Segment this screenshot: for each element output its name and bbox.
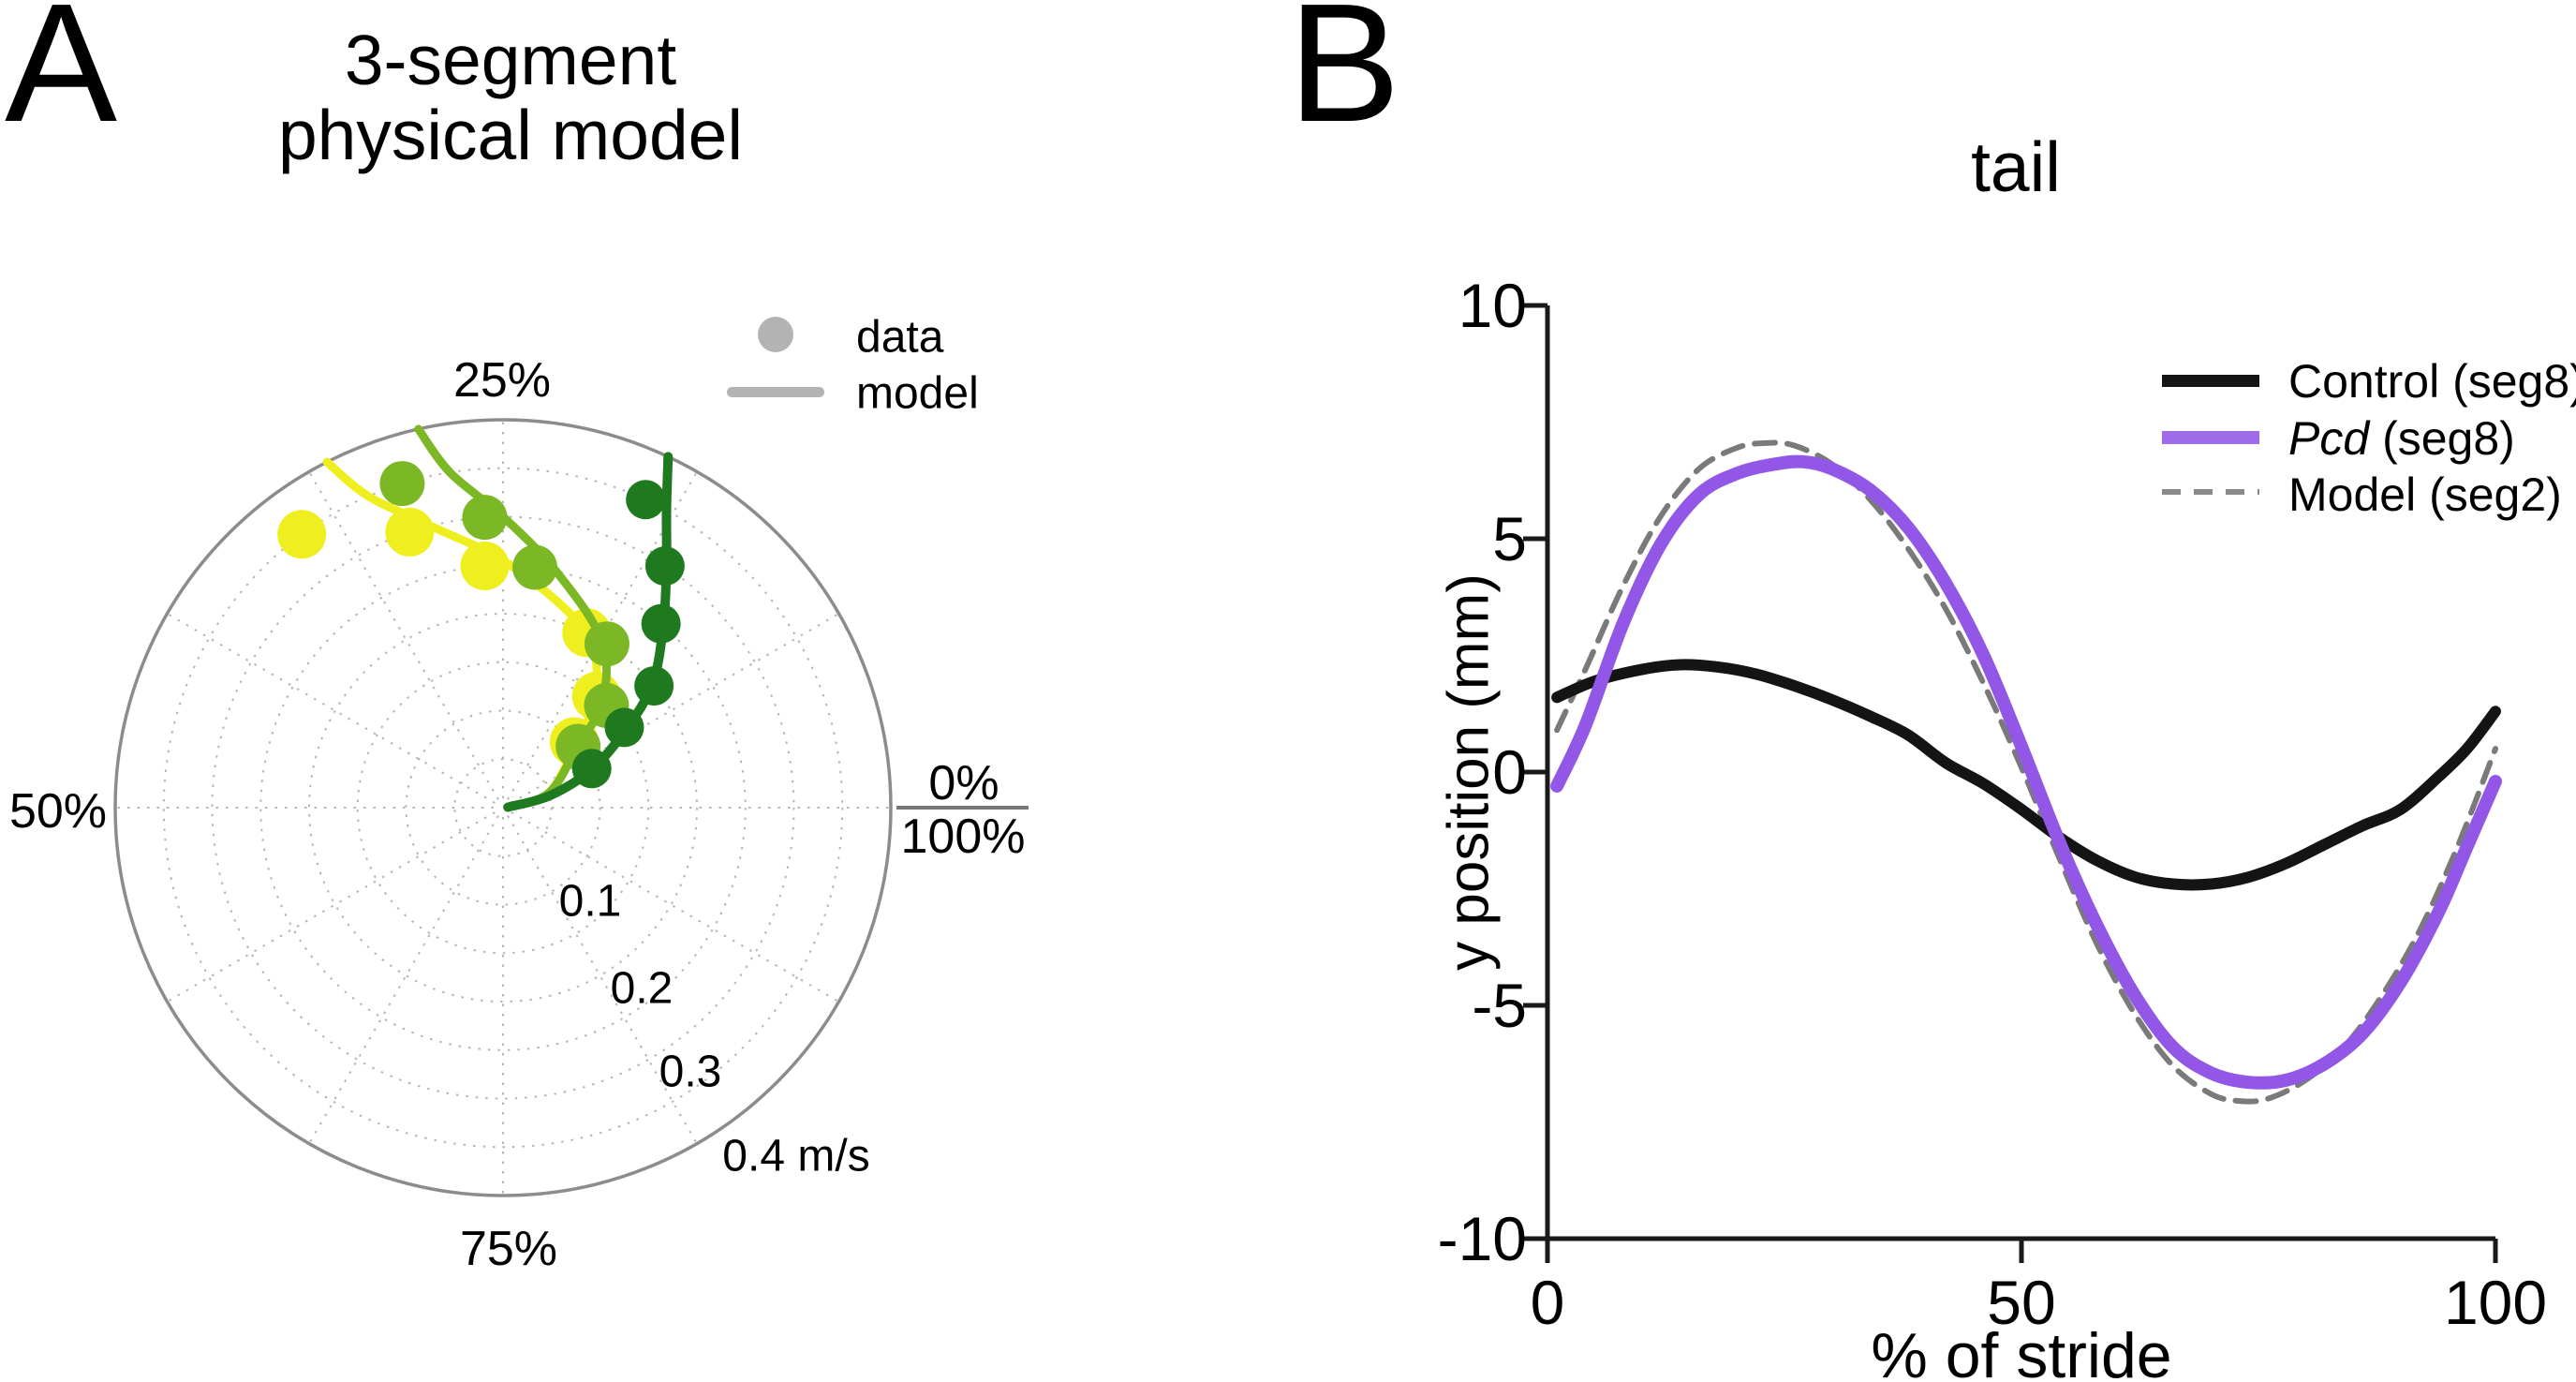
legend-b-control-line-swatch bbox=[2162, 375, 2259, 387]
polar-grid-ring bbox=[211, 515, 795, 1100]
legend-b-model-label: Model (seg2) bbox=[2288, 468, 2562, 521]
panel-b-title: tail bbox=[1971, 127, 2061, 206]
polar-outer-circle bbox=[113, 418, 893, 1197]
polar-grid-ring bbox=[308, 613, 698, 1003]
polar-radial-label-02: 0.2 bbox=[610, 963, 674, 1014]
panel-b-curve-model bbox=[1554, 439, 2498, 1105]
panel-a-letter: A bbox=[5, 0, 118, 157]
polar-data-dot-dark-green bbox=[626, 480, 666, 520]
panel-a-title-line1: 3-segment bbox=[344, 21, 677, 99]
panel-b-ytick-10: 10 bbox=[1458, 271, 1527, 340]
legend-a-model-label: model bbox=[856, 368, 979, 419]
polar-angle-label-25: 25% bbox=[452, 353, 552, 408]
panel-b-ytick-0: 0 bbox=[1492, 737, 1527, 807]
polar-data-dot-yellow bbox=[277, 510, 327, 559]
panel-b-curve-pcd bbox=[1550, 454, 2502, 1090]
polar-grid-ring bbox=[162, 467, 844, 1149]
polar-angle-label-75: 75% bbox=[459, 1222, 558, 1276]
polar-angle-label-0: 0% bbox=[928, 756, 999, 810]
polar-model-line-dark-green bbox=[503, 452, 674, 812]
legend-a-data-dot-swatch bbox=[758, 317, 793, 352]
legend-b-control-label: Control (seg8) bbox=[2288, 355, 2576, 408]
polar-radial-label-01: 0.1 bbox=[558, 876, 622, 927]
legend-b-pcd-line-swatch bbox=[2162, 431, 2259, 444]
polar-grid-spoke bbox=[308, 815, 499, 1145]
panel-b-curve-control bbox=[1551, 659, 2501, 891]
panel-b-xtick-100: 100 bbox=[2443, 1268, 2548, 1337]
legend-b-pcd-label-rest: (seg8) bbox=[2369, 412, 2515, 465]
polar-grid-spoke bbox=[507, 815, 698, 1145]
polar-grid-spoke bbox=[511, 811, 840, 1003]
panel-b-xtick-50: 50 bbox=[1987, 1268, 2056, 1337]
legend-b-model-dashed-swatch bbox=[2162, 489, 2259, 495]
panel-b-x-axis-label: % of stride bbox=[1871, 1320, 2172, 1382]
legend-a-model-line-swatch bbox=[727, 387, 824, 397]
legend-a-data-label: data bbox=[856, 312, 944, 363]
polar-grid-ring bbox=[405, 709, 601, 906]
polar-grid-spoke bbox=[166, 613, 496, 804]
panel-a-title-line2: physical model bbox=[277, 95, 744, 174]
legend-b-pcd-label: Pcd (seg8) bbox=[2288, 411, 2515, 466]
panel-b-letter: B bbox=[1288, 0, 1401, 157]
panel-b-ytick-neg5: -5 bbox=[1472, 971, 1527, 1040]
polar-grid-spoke bbox=[166, 811, 496, 1003]
panel-b-ytick-neg10: -10 bbox=[1437, 1204, 1527, 1273]
polar-0-100-divider-line bbox=[896, 806, 1029, 810]
polar-grid-ring bbox=[453, 758, 553, 857]
panel-a-title: 3-segment physical model bbox=[277, 21, 744, 174]
polar-data-dot-yellow-green bbox=[379, 461, 425, 507]
polar-angle-label-50: 50% bbox=[8, 784, 108, 839]
polar-grid-ring bbox=[356, 661, 650, 955]
polar-model-line-yellow-green bbox=[414, 424, 612, 812]
polar-grid-spoke bbox=[511, 613, 840, 804]
polar-grid-spoke bbox=[308, 470, 499, 800]
panel-b-ytick-5: 5 bbox=[1492, 504, 1527, 573]
panel-b-xtick-0: 0 bbox=[1530, 1268, 1565, 1337]
legend-b-pcd-label-italic: Pcd bbox=[2288, 412, 2370, 465]
polar-radial-label-03: 0.3 bbox=[659, 1047, 722, 1097]
polar-angle-label-100: 100% bbox=[900, 810, 1026, 864]
polar-radial-label-04: 0.4 m/s bbox=[722, 1131, 870, 1181]
